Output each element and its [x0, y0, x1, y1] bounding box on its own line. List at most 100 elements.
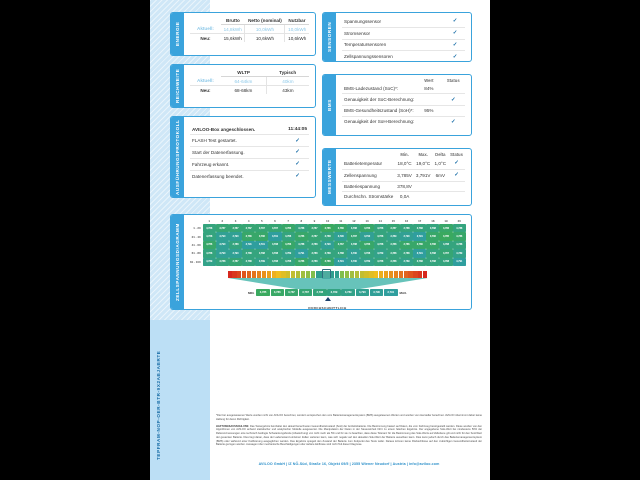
card-body-sensoren: Spannungssensor ✓ Stromsensor ✓ Temperat… [336, 13, 471, 61]
spectrum-segment [227, 270, 232, 278]
meas-col-min: Min. [400, 152, 409, 157]
footnote-1: *Die hier ausgewiesenen Werte wurden nic… [216, 414, 482, 421]
table-row: Batterietemperatur 18,0°C 19,0°C 1,0°C ✓ [342, 158, 465, 169]
card-body-ausfuehrungsprotokoll: AVILOO-Box angeschlossen. 11:44:05 FLASH… [184, 117, 315, 197]
grid-cell: 3,786 [426, 240, 440, 250]
range-col-wltp: WLTP [220, 69, 267, 77]
spectrum-segment [413, 270, 418, 278]
card-tab-ausfuehrungsprotokoll: AUSFÜHRUNGSPROTOKOLL [171, 117, 184, 197]
check-icon: ✓ [452, 29, 458, 36]
table-row: Spannungssensor ✓ [342, 16, 465, 27]
grid-cell: 3,788 [373, 257, 387, 266]
grid-cell: 3,786 [360, 240, 374, 250]
sensor-item-3-check: ✓ [445, 50, 465, 61]
grid-cell: 3,785 [439, 232, 453, 241]
spectrum-segment [261, 270, 266, 278]
meas-row-3-min: 0,0A [395, 190, 414, 202]
grid-cell: 3,791 [334, 257, 348, 266]
spectrum-segment [364, 270, 369, 278]
grid-cell: 3,790 [321, 240, 335, 250]
table-header-row: Wert Status [342, 78, 465, 84]
grid-cell: 3,786 [360, 224, 374, 233]
protocol-table: AVILOO-Box angeschlossen. 11:44:05 FLASH… [190, 125, 309, 182]
bms-row-0-status [442, 84, 465, 94]
grid-cell: 3,788 [452, 240, 466, 250]
spectrum-segment [295, 270, 301, 278]
check-icon: ✓ [452, 41, 458, 48]
grid-cell: 3,786 [281, 240, 295, 250]
meas-row-1-label: Zellenspannung [342, 168, 396, 182]
grid-cell: 3,787 [255, 224, 269, 233]
grid-cell: 3,787 [215, 224, 229, 233]
meas-row-2-max [413, 180, 433, 192]
protocol-step-2: Fahrzeug erkannt. [190, 157, 287, 171]
range-th-blank [190, 69, 221, 77]
grid-cell: 3,789 [255, 257, 269, 266]
grid-col-header-8: 8 [300, 219, 303, 223]
spectrum-segment [325, 270, 330, 278]
card-sensoren: SENSOREN Spannungssensor ✓ Stromsensor ✓ [322, 12, 472, 62]
check-icon: ✓ [452, 53, 458, 60]
range-row-label-neu: Neu: [200, 87, 211, 93]
footer-address: AVILOO GmbH | IZ NÖ-Süd, Straße 16, Obje… [258, 462, 440, 466]
scale-min-label: MIN. [247, 290, 255, 295]
scale-cell: 3,787 [298, 288, 313, 297]
card-tab-sensoren: SENSOREN [323, 13, 336, 61]
bms-row-2-label: BMS-Gesundheitszustand (SoH)*: [342, 105, 417, 117]
card-body-zellspannungsdiagramm: 1 2 3 4 5 6 7 8 9 10 11 12 13 14 15 16 17 18 19 20 1 - 20 3,7… [184, 215, 471, 309]
spectrum-segment [291, 270, 296, 278]
grid-cell: 3,788 [426, 249, 440, 258]
grid-cell: 3,788 [373, 232, 387, 241]
grid-cell: 3,788 [268, 249, 282, 258]
check-icon: ✓ [452, 18, 458, 25]
range-neu-typisch: 43km [265, 85, 309, 95]
range-col-typisch: Typisch [266, 69, 309, 77]
grid-cell: 3,788 [242, 257, 256, 266]
grid-cell: 3,788 [347, 240, 361, 250]
table-row: Batteriespannung 378,8V [342, 180, 465, 192]
card-zellspannungsdiagramm: ZELLSPANNUNGSDIAGRAMM 1 2 3 4 5 6 7 8 9 10 11 12 13 1… [170, 214, 472, 310]
grid-cell: 3,790 [399, 232, 414, 241]
table-row: Fahrzeug erkannt. ✓ [190, 157, 309, 171]
grid-row: 1 - 20 3,788 3,787 3,787 3,787 3,787 3,787 3,78… [189, 224, 466, 233]
left-decorative-band-lower [150, 320, 210, 480]
card-ausfuehrungsprotokoll: AUSFÜHRUNGSPROTOKOLL AVILOO-Box angeschl… [170, 116, 316, 198]
energy-col-brutto: Brutto [220, 17, 245, 25]
spectrum-segment [388, 270, 394, 278]
grid-cell: 3,790 [228, 232, 243, 241]
grid-cell: 3,788 [294, 224, 308, 233]
grid-cell: 3,788 [373, 224, 387, 233]
grid-cell: 3,787 [307, 224, 322, 233]
bms-row-3-value [416, 115, 442, 128]
footer-notes: *Die hier ausgewiesenen Werte wurden nic… [216, 414, 482, 450]
check-icon: ✓ [295, 172, 300, 179]
grid-cell: 3,790 [347, 257, 361, 266]
grid-cell: 3,788 [399, 249, 414, 258]
minmax-scale-row: MIN. 3,785 3,786 3,787 3,787 3,788 3,789 3,789… [189, 288, 466, 297]
card-bms: BMS Wert Status BMS-Ladezustand (SoC)*: … [322, 74, 472, 136]
spectrum-segment [300, 270, 306, 278]
card-body-reichweite: WLTP Typisch Aktuell: 64-64km 40km Neu: … [184, 65, 315, 107]
measurements-table: Min. Max. Delta Status Batterietemperatu… [342, 152, 465, 202]
grid-col-header-6: 6 [274, 219, 276, 223]
table-row: Neu: 68-68km 43km [190, 85, 309, 95]
spectrum-segment [349, 270, 354, 278]
spectrum-segment [286, 270, 291, 278]
sensor-item-0-check: ✓ [445, 16, 465, 27]
grid-cell: 3,787 [228, 224, 243, 233]
average-arrow-icon [324, 297, 331, 302]
grid-cell: 3,787 [268, 224, 282, 233]
grid-row: 21 - 40 3,788 3,790 3,790 3,786 3,786 3,791 3,7… [189, 232, 466, 241]
grid-col-header-12: 12 [352, 219, 356, 223]
funnel-graphic [227, 277, 428, 289]
grid-cell: 3,788 [386, 249, 400, 258]
grid-cell: 3,786 [426, 232, 440, 241]
scale-cell: 3,785 [256, 288, 270, 297]
sensor-item-0: Spannungssensor [344, 18, 382, 24]
energy-col-netto: Netto (nominal) [244, 17, 285, 25]
check-icon: ✓ [451, 118, 456, 125]
bms-row-3-status: ✓ [441, 115, 465, 128]
grid-row-header-1: 1 - 20 [193, 226, 201, 231]
footnote-2: HAFTUNGSAUSSCHLUSS: Das Testergebnis bei… [216, 425, 482, 448]
table-row: Zellspannungssensoren ✓ [342, 50, 465, 61]
